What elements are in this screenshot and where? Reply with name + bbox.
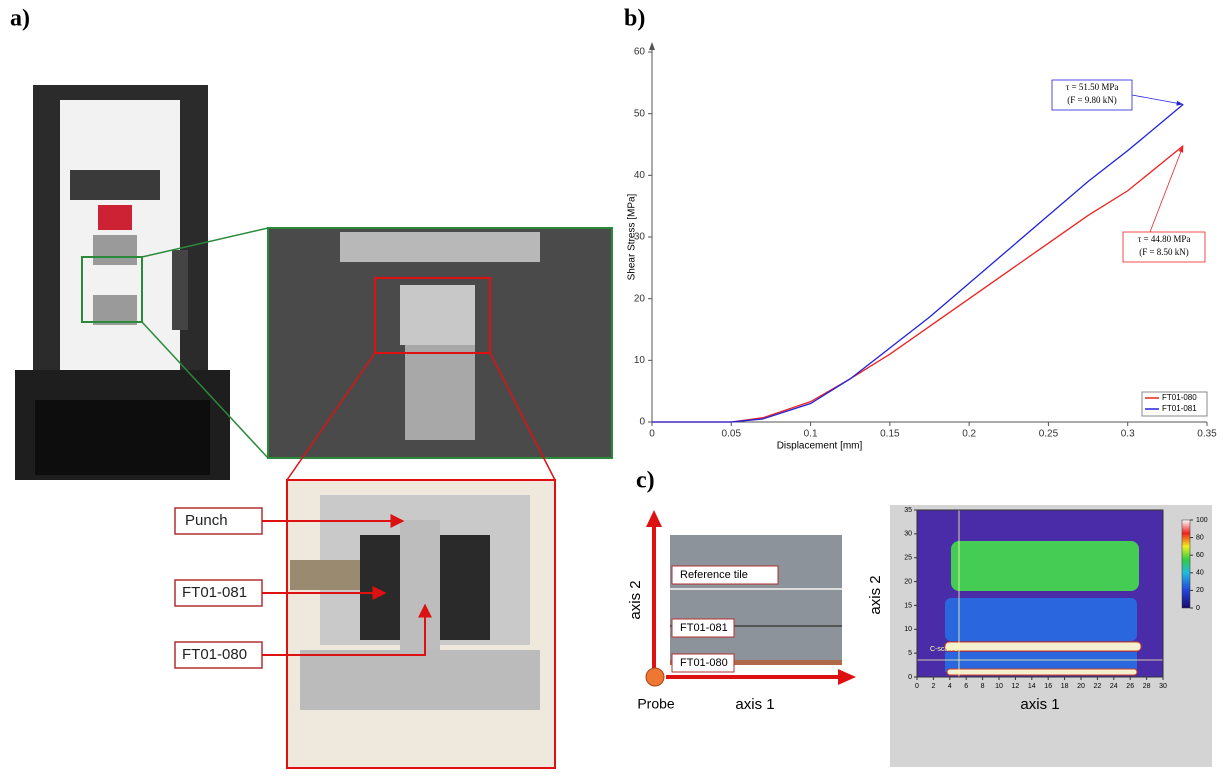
y-tick-label: 5 [908, 650, 912, 657]
y-tick-label: 30 [904, 531, 912, 538]
x-tick-label: 4 [948, 683, 952, 690]
annotation: (F = 8.50 kN) [1139, 247, 1189, 257]
y-tick-label: 20 [904, 578, 912, 585]
annotation: (F = 9.80 kN) [1067, 95, 1117, 105]
axis-arrow [649, 42, 655, 50]
y-tick-label: 40 [634, 170, 646, 181]
y-tick-label: 25 [904, 555, 912, 562]
callout-label: Punch [185, 512, 228, 529]
y-tick-label: 35 [904, 507, 912, 514]
axis-label: axis 1 [735, 696, 774, 713]
x-tick-label: 0.35 [1197, 429, 1217, 440]
annotation-arrow [1132, 95, 1183, 104]
y-tick-label: 10 [634, 355, 646, 366]
y-tick-label: 0 [639, 417, 645, 428]
axis-label: axis 2 [627, 580, 644, 619]
colorbar-tick-label: 60 [1196, 552, 1204, 559]
specimen-photo: Reference tile FT01-081 FT01-080 axis 2 … [627, 510, 856, 713]
x-tick-label: 30 [1159, 683, 1167, 690]
x-tick-label: 0.25 [1039, 429, 1059, 440]
x-tick-label: 0.3 [1121, 429, 1135, 440]
tile-label: FT01-080 [680, 657, 728, 669]
x-tick-label: 24 [1110, 683, 1118, 690]
x-tick-label: 16 [1044, 683, 1052, 690]
x-tick-label: 2 [931, 683, 935, 690]
x-tick-label: 22 [1094, 683, 1102, 690]
x-tick-label: 6 [964, 683, 968, 690]
colorbar-tick-label: 100 [1196, 517, 1208, 524]
y-tick-label: 20 [634, 293, 646, 304]
x-axis-label: Displacement [mm] [777, 441, 863, 452]
cscan-edge [945, 642, 1141, 651]
y-tick-label: 10 [904, 626, 912, 633]
callout-label: FT01-081 [182, 584, 247, 601]
x-tick-label: 18 [1061, 683, 1069, 690]
y-tick-label: 15 [904, 602, 912, 609]
cursor-label: C-scan 0 [930, 646, 958, 653]
figure: a) b) c) Punch FT01-081 FT01-080 Referen… [0, 0, 1223, 772]
x-tick-label: 0.05 [722, 429, 742, 440]
callout-label: FT01-080 [182, 646, 247, 663]
y-tick-label: 60 [634, 47, 646, 58]
x-tick-label: 12 [1012, 683, 1020, 690]
x-tick-label: 28 [1143, 683, 1151, 690]
x-tick-label: 10 [995, 683, 1003, 690]
cscan-tile [951, 541, 1139, 591]
panel-label: a) [10, 6, 30, 32]
colorbar-tick-label: 40 [1196, 570, 1204, 577]
legend-label: FT01-080 [1162, 393, 1197, 402]
x-tick-label: 26 [1126, 683, 1134, 690]
tile-label: FT01-081 [680, 622, 728, 634]
cscan-edge [947, 669, 1137, 675]
y-tick-label: 50 [634, 108, 646, 119]
colorbar [1182, 520, 1190, 608]
panel-label: c) [636, 468, 655, 494]
x-tick-label: 14 [1028, 683, 1036, 690]
x-tick-label: 0 [649, 429, 655, 440]
colorbar-tick-label: 20 [1196, 587, 1204, 594]
annotation: τ = 44.80 MPa [1138, 234, 1191, 244]
x-tick-label: 8 [981, 683, 985, 690]
panel-label: b) [624, 6, 645, 32]
colorbar-tick-label: 80 [1196, 534, 1204, 541]
series-line [652, 146, 1183, 422]
x-tick-label: 0.2 [962, 429, 976, 440]
y-axis-label: Shear Stress [MPa] [627, 193, 638, 280]
machine-photo [15, 85, 612, 768]
x-tick-label: 0.1 [804, 429, 818, 440]
tile-label: Reference tile [680, 569, 748, 581]
x-tick-label: 0 [915, 683, 919, 690]
x-tick-label: 0.15 [880, 429, 900, 440]
cscan-tile [945, 598, 1137, 641]
annotation: τ = 51.50 MPa [1066, 82, 1119, 92]
x-axis-label: axis 1 [1020, 696, 1059, 713]
colorbar-tick-label: 0 [1196, 605, 1200, 612]
x-tick-label: 20 [1077, 683, 1085, 690]
y-tick-label: 0 [908, 674, 912, 681]
probe-label: Probe [637, 696, 675, 712]
series-line [652, 104, 1183, 422]
legend-label: FT01-081 [1162, 404, 1197, 413]
y-axis-label: axis 2 [867, 575, 884, 614]
